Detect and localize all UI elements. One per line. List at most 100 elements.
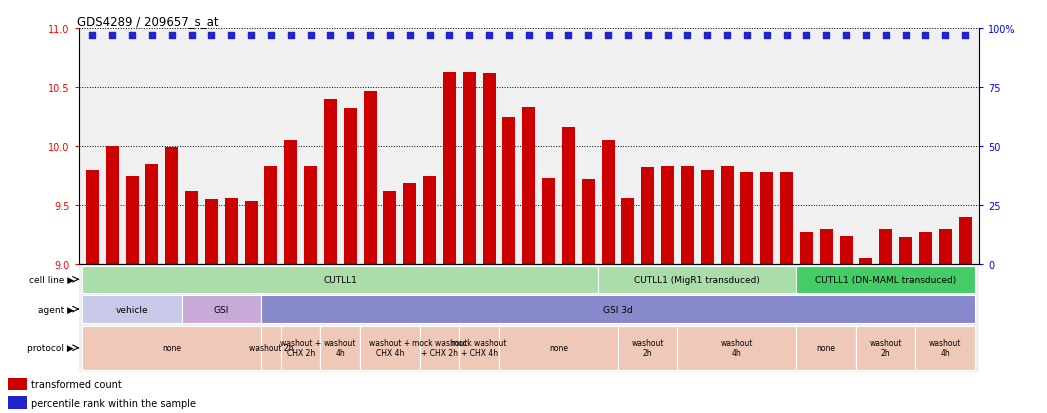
Point [857, 33, 874, 39]
Text: washout
4h: washout 4h [325, 338, 357, 358]
Bar [423, 176, 436, 265]
Point [698, 33, 715, 39]
Bar [959, 218, 972, 265]
Bar [443, 73, 455, 265]
Bar [106, 147, 118, 265]
Bar [503, 117, 515, 265]
Bar [919, 233, 932, 265]
Point [500, 33, 517, 39]
Bar [304, 167, 317, 265]
Bar [420, 326, 460, 370]
Text: protocol ▶: protocol ▶ [27, 344, 74, 352]
Point [421, 33, 438, 39]
Text: none: none [162, 344, 181, 352]
Text: CUTLL1: CUTLL1 [324, 275, 357, 284]
Bar [939, 229, 952, 265]
Bar [915, 326, 975, 370]
Text: washout +
CHX 4h: washout + CHX 4h [370, 338, 410, 358]
Bar [618, 326, 677, 370]
Text: washout
2h: washout 2h [869, 338, 901, 358]
Point [203, 33, 220, 39]
Bar [343, 109, 357, 265]
Text: washout 2h: washout 2h [248, 344, 293, 352]
Point [718, 33, 735, 39]
Point [600, 33, 617, 39]
Bar [797, 326, 856, 370]
Bar [681, 167, 694, 265]
Text: GSI: GSI [214, 305, 229, 314]
Point [84, 33, 101, 39]
Point [620, 33, 637, 39]
Bar [360, 326, 420, 370]
Bar [285, 141, 297, 265]
Bar [800, 233, 812, 265]
Bar [261, 296, 975, 323]
Text: vehicle: vehicle [116, 305, 149, 314]
Bar [780, 173, 793, 265]
Bar [83, 326, 261, 370]
Text: GSI 3d: GSI 3d [603, 305, 632, 314]
Bar [797, 266, 975, 293]
Bar [363, 91, 377, 265]
Point [818, 33, 834, 39]
Bar [83, 296, 182, 323]
Point [401, 33, 418, 39]
Point [143, 33, 160, 39]
Bar [700, 171, 714, 265]
Text: transformed count: transformed count [31, 379, 122, 389]
Point [798, 33, 815, 39]
Point [758, 33, 775, 39]
Point [660, 33, 676, 39]
Point [580, 33, 597, 39]
Point [540, 33, 557, 39]
Point [361, 33, 378, 39]
Point [441, 33, 458, 39]
Text: percentile rank within the sample: percentile rank within the sample [31, 398, 197, 408]
Text: agent ▶: agent ▶ [38, 305, 74, 314]
Bar [320, 326, 360, 370]
Bar [463, 73, 475, 265]
Point [937, 33, 954, 39]
Bar [185, 192, 198, 265]
Text: washout
2h: washout 2h [631, 338, 664, 358]
Point [897, 33, 914, 39]
Text: mock washout
+ CHX 2h: mock washout + CHX 2h [411, 338, 467, 358]
Point [163, 33, 180, 39]
Text: none: none [817, 344, 836, 352]
Point [838, 33, 854, 39]
Bar [740, 173, 754, 265]
Text: GDS4289 / 209657_s_at: GDS4289 / 209657_s_at [76, 15, 219, 28]
Bar [542, 179, 555, 265]
Bar [182, 296, 261, 323]
Bar [661, 167, 674, 265]
Point [680, 33, 696, 39]
Point [738, 33, 755, 39]
Point [104, 33, 120, 39]
Bar [403, 183, 416, 265]
Point [957, 33, 974, 39]
Point [342, 33, 359, 39]
Bar [86, 171, 98, 265]
Bar [860, 259, 872, 265]
Point [877, 33, 894, 39]
Point [917, 33, 934, 39]
Bar [879, 229, 892, 265]
Point [520, 33, 537, 39]
Point [303, 33, 319, 39]
Point [778, 33, 795, 39]
Text: washout
4h: washout 4h [929, 338, 961, 358]
Bar [820, 229, 832, 265]
Bar [677, 326, 797, 370]
Bar [598, 266, 797, 293]
Bar [205, 200, 218, 265]
Bar [281, 326, 320, 370]
Bar [483, 74, 495, 265]
Bar [582, 180, 595, 265]
Bar [899, 237, 912, 265]
Bar [622, 199, 634, 265]
Text: none: none [549, 344, 567, 352]
Bar [83, 266, 598, 293]
Bar [760, 173, 773, 265]
Bar [261, 326, 281, 370]
Bar [720, 167, 734, 265]
